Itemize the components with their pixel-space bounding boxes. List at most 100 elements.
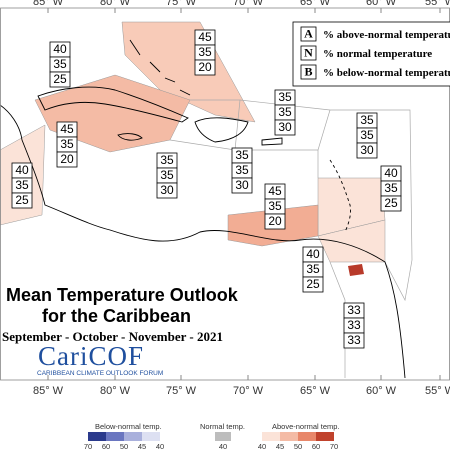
key-letter: N	[304, 45, 313, 59]
region-value: 30	[278, 120, 292, 134]
region-value: 35	[160, 168, 174, 182]
region-value: 35	[360, 113, 374, 127]
region-value: 40	[15, 163, 29, 177]
period: September - October - November - 2021	[2, 329, 223, 344]
region-value: 35	[306, 262, 320, 276]
colorbar-cell	[88, 432, 106, 441]
key-text: % below-normal temperature	[323, 67, 450, 79]
key-letter: A	[304, 26, 313, 40]
longitude-label: 70° W	[233, 385, 264, 397]
colorbar-tick: 45	[138, 442, 146, 450]
region-cell	[356, 142, 378, 159]
key-box: A % above-normal temperature N % normal tem…	[292, 21, 450, 87]
colorbar-tick: 40	[258, 442, 266, 450]
key-rows: A % above-normal temperature N % normal tem…	[300, 26, 450, 80]
key-letter-box	[300, 64, 317, 80]
region-value: 30	[235, 178, 249, 192]
longitude-label: 70° W	[233, 0, 264, 8]
longitude-label: 55° W	[425, 0, 450, 8]
region-value: 35	[278, 105, 292, 119]
region-value: 35	[235, 163, 249, 177]
region-value: 45	[268, 184, 282, 198]
coast-jamaica	[117, 133, 143, 141]
region-value: 30	[160, 183, 174, 197]
region-value: 35	[360, 128, 374, 142]
longitude-labels-top: 85° W 80° W 75° W 70° W 65° W 60° W 55° W	[33, 0, 450, 13]
region-cell	[49, 71, 71, 88]
colorbar-cell	[298, 432, 316, 441]
longitude-label: 75° W	[166, 385, 197, 397]
boundary	[329, 261, 346, 378]
longitude-label: 80° W	[100, 0, 131, 8]
region-value: 35	[60, 137, 74, 151]
region-value: 25	[306, 277, 320, 291]
title-line: Mean Temperature Outlook	[6, 285, 239, 305]
key-letter-box	[300, 26, 317, 42]
region-value: 20	[268, 214, 282, 228]
region-value: 30	[360, 143, 374, 157]
colorbar-label: Normal temp.	[200, 422, 245, 431]
region-cell	[302, 276, 324, 293]
colorbar-tick: 70	[84, 442, 92, 450]
colorbar-cell	[280, 432, 298, 441]
longitude-label: 85° W	[33, 385, 64, 397]
region-value: 45	[198, 30, 212, 44]
colorbar-tick: 60	[312, 442, 320, 450]
longitude-label: 80° W	[100, 385, 131, 397]
logo-name: CariCOF	[38, 341, 144, 371]
region-value: 35	[53, 57, 67, 71]
region-cell	[264, 213, 286, 230]
region-boundaries	[169, 99, 413, 378]
region-value: 45	[60, 122, 74, 136]
region-cell	[11, 192, 33, 209]
coast-cuba	[37, 86, 189, 123]
longitude-label: 85° W	[33, 0, 64, 8]
region-value: 35	[160, 153, 174, 167]
colorbar-tick: 70	[330, 442, 338, 450]
region-cell	[231, 177, 253, 194]
zone-bahamas	[121, 21, 256, 123]
coast-lesser-antilles	[329, 159, 351, 233]
colorbar-label: Below-normal temp.	[95, 422, 162, 431]
longitude-label: 65° W	[300, 385, 331, 397]
colorbar-tick: 40	[219, 442, 227, 450]
key-letter-box	[300, 45, 317, 61]
region-value: 33	[347, 333, 361, 347]
title-line: for the Caribbean	[42, 306, 191, 326]
title-block: Mean Temperature Outlook for the Caribbe…	[2, 285, 239, 344]
colorbar-cell	[142, 432, 160, 441]
region-value: 35	[15, 178, 29, 192]
region-value: 25	[384, 196, 398, 210]
region-value: 40	[306, 247, 320, 261]
longitude-label: 55° W	[425, 385, 450, 397]
longitude-label: 60° W	[366, 0, 397, 8]
coast-hispaniola	[194, 117, 249, 143]
coast-puerto-rico	[261, 137, 283, 146]
region-value: 35	[278, 90, 292, 104]
region-value: 33	[347, 318, 361, 332]
region-value: 35	[268, 199, 282, 213]
longitude-labels-bottom: 85° W 80° W 75° W 70° W 65° W 60° W 55° W	[33, 375, 450, 397]
region-value: 20	[198, 60, 212, 74]
region-value: 35	[235, 148, 249, 162]
key-text: % above-normal temperature	[323, 29, 450, 41]
logo-tagline: CARIBBEAN CLIMATE OUTLOOK FORUM	[37, 370, 163, 377]
colorbar-cell	[215, 432, 231, 441]
colorbar-tick: 60	[102, 442, 110, 450]
boundary	[317, 109, 331, 151]
colorbar-cell	[316, 432, 334, 441]
key-letter: B	[304, 64, 312, 78]
colorbar-tick: 45	[276, 442, 284, 450]
key-text: % normal temperature	[323, 48, 432, 60]
colorbar-tick: 50	[120, 442, 128, 450]
region-cell	[380, 195, 402, 212]
zone-trinidad	[348, 264, 364, 276]
coast-bahamas	[129, 39, 191, 96]
coast-mainland	[0, 104, 406, 379]
colorbar-tick: 40	[156, 442, 164, 450]
colorbar-cell	[262, 432, 280, 441]
region-value: 40	[384, 166, 398, 180]
logo: CariCOF CARIBBEAN CLIMATE OUTLOOK FORUM	[37, 341, 163, 377]
colorbar-tick: 50	[294, 442, 302, 450]
